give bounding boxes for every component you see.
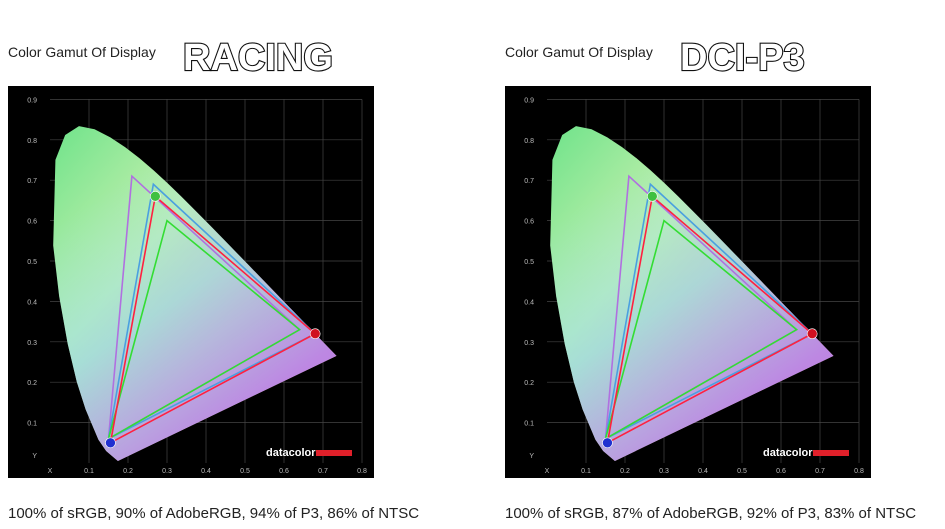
gamut-locus-shade bbox=[550, 126, 834, 461]
panel: Color Gamut Of Display RACING 0.1 0.2 0.3 0.4… bbox=[8, 36, 419, 522]
gamut-triangle bbox=[604, 182, 814, 441]
y-tick-label: 0.6 bbox=[27, 219, 37, 226]
gamut-locus-shade bbox=[53, 126, 337, 461]
caption: 100% of sRGB, 90% of AdobeRGB, 94% of P3… bbox=[8, 505, 419, 522]
mode-title: DCI-P3 bbox=[680, 37, 805, 79]
caption: 100% of sRGB, 87% of AdobeRGB, 92% of P3… bbox=[505, 505, 916, 522]
primary-dot bbox=[646, 191, 658, 202]
y-tick-label: 0.2 bbox=[524, 380, 534, 387]
gamut-triangle bbox=[107, 219, 302, 441]
x-tick-label: 0.3 bbox=[659, 468, 669, 475]
panel-label: Color Gamut Of Display bbox=[8, 44, 156, 60]
x-tick-label: 0.2 bbox=[123, 468, 133, 475]
y-tick-label: 0.4 bbox=[27, 299, 37, 306]
logo-bar bbox=[316, 450, 352, 456]
x-tick-label: 0.5 bbox=[737, 468, 747, 475]
x-tick-label: 0.3 bbox=[162, 468, 172, 475]
y-axis-label: Y bbox=[32, 453, 37, 460]
x-tick-label: 0.2 bbox=[620, 468, 630, 475]
gamut-triangle bbox=[606, 194, 814, 445]
primary-dot bbox=[150, 191, 161, 202]
gamut-triangle bbox=[107, 182, 317, 441]
gamut-triangle bbox=[604, 219, 799, 441]
y-tick-label: 0.6 bbox=[524, 219, 534, 226]
x-tick-label: 0.1 bbox=[581, 468, 591, 475]
x-axis-label: X bbox=[545, 468, 550, 475]
y-tick-label: 0.9 bbox=[27, 97, 37, 104]
y-tick-label: 0.2 bbox=[27, 380, 37, 387]
gamut-triangle bbox=[109, 194, 317, 445]
x-tick-label: 0.7 bbox=[815, 468, 825, 475]
y-tick-label: 0.8 bbox=[524, 138, 534, 145]
y-tick-label: 0.5 bbox=[27, 259, 37, 266]
x-tick-label: 0.6 bbox=[776, 468, 786, 475]
y-tick-label: 0.1 bbox=[27, 421, 37, 428]
x-axis-label: X bbox=[48, 468, 53, 475]
logo: datacolor bbox=[266, 447, 316, 459]
y-tick-label: 0.3 bbox=[27, 340, 37, 347]
x-tick-label: 0.6 bbox=[279, 468, 289, 475]
logo-bar bbox=[813, 450, 849, 456]
x-tick-label: 0.8 bbox=[357, 468, 367, 475]
x-tick-label: 0.1 bbox=[84, 468, 94, 475]
x-tick-label: 0.5 bbox=[240, 468, 250, 475]
primary-dot bbox=[806, 328, 818, 340]
logo: datacolor bbox=[763, 447, 813, 459]
x-tick-label: 0.4 bbox=[201, 468, 211, 475]
x-tick-label: 0.8 bbox=[854, 468, 864, 475]
mode-title: RACING bbox=[183, 37, 333, 79]
y-tick-label: 0.9 bbox=[524, 97, 534, 104]
primary-dot bbox=[602, 437, 613, 449]
y-tick-label: 0.1 bbox=[524, 421, 534, 428]
y-tick-label: 0.5 bbox=[524, 259, 534, 266]
x-tick-label: 0.4 bbox=[698, 468, 708, 475]
y-tick-label: 0.8 bbox=[27, 138, 37, 145]
panel-label: Color Gamut Of Display bbox=[505, 44, 653, 60]
y-tick-label: 0.3 bbox=[524, 340, 534, 347]
primary-dot bbox=[309, 328, 321, 340]
y-axis-label: Y bbox=[529, 453, 534, 460]
y-tick-label: 0.7 bbox=[27, 178, 37, 185]
primary-dot bbox=[105, 437, 116, 449]
y-tick-label: 0.7 bbox=[524, 178, 534, 185]
panel: Color Gamut Of Display DCI-P3 0.1 0.2 0.3 0.4… bbox=[505, 36, 916, 522]
y-tick-label: 0.4 bbox=[524, 299, 534, 306]
x-tick-label: 0.7 bbox=[318, 468, 328, 475]
